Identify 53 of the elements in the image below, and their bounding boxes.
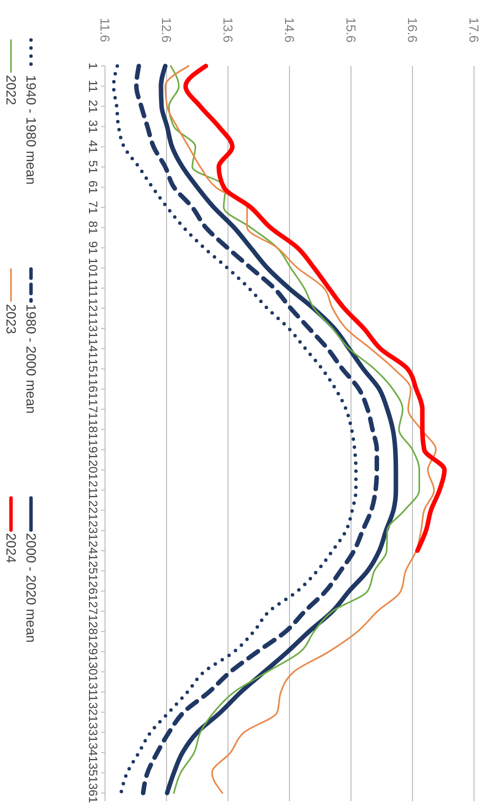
y-tick-label: 221 — [86, 500, 100, 521]
y-tick-label: 11 — [86, 80, 100, 93]
line-series — [183, 64, 447, 553]
y-tick-label: 301 — [86, 662, 100, 682]
y-tick-label: 171 — [86, 399, 100, 420]
y-tick-label: 91 — [86, 241, 100, 255]
y-tick-label: 361 — [86, 782, 100, 804]
legend-label: 2000 - 2020 mean — [23, 533, 38, 643]
x-tick-label: 12.6 — [158, 17, 174, 43]
x-tick-label: 17.6 — [466, 17, 482, 43]
y-tick-label: 291 — [86, 642, 100, 662]
y-tick-label: 131 — [86, 318, 100, 339]
y-tick-label: 41 — [86, 140, 100, 154]
y-tick-label: 271 — [86, 601, 100, 622]
y-tick-label: 261 — [86, 581, 100, 602]
y-tick-label: 321 — [86, 702, 100, 723]
line-series — [112, 64, 358, 795]
y-tick-label: 51 — [86, 160, 100, 174]
y-tick-label: 21 — [86, 100, 100, 114]
y-tick-label: 111 — [86, 279, 100, 298]
y-tick-label: 211 — [86, 480, 100, 500]
y-tick-label: 161 — [86, 379, 100, 400]
y-tick-label: 341 — [86, 742, 100, 763]
legend-label: 1940 - 1980 mean — [23, 75, 38, 185]
y-tick-label: 1 — [86, 62, 100, 70]
x-tick-label: 13.6 — [220, 17, 236, 43]
x-tick-label: 15.6 — [343, 17, 358, 43]
y-tick-label: 141 — [86, 338, 100, 360]
y-tick-label: 351 — [86, 762, 100, 784]
legend-label: 2022 — [3, 75, 18, 106]
x-tick-label: 16.6 — [404, 17, 420, 43]
y-tick-label: 201 — [86, 460, 100, 480]
legend-label: 1980 - 2000 mean — [23, 304, 38, 414]
y-tick-label: 71 — [86, 200, 100, 214]
y-tick-label: 31 — [86, 120, 100, 134]
y-tick-label: 61 — [86, 180, 100, 194]
y-tick-label: 181 — [86, 419, 100, 440]
y-tick-label: 81 — [86, 220, 100, 235]
legend-label: 2024 — [3, 533, 18, 564]
y-tick-label: 231 — [86, 520, 100, 541]
y-tick-label: 151 — [86, 358, 100, 380]
y-tick-label: 101 — [86, 258, 100, 278]
legend-label: 2023 — [3, 304, 18, 334]
x-tick-label: 11.6 — [97, 18, 112, 42]
line-series — [134, 64, 380, 796]
y-tick-label: 281 — [86, 621, 100, 642]
y-tick-label: 331 — [86, 722, 100, 743]
y-tick-label: 191 — [86, 440, 100, 460]
y-tick-label: 251 — [86, 560, 100, 582]
y-tick-label: 241 — [86, 540, 100, 561]
y-tick-label: 311 — [86, 682, 100, 702]
x-tick-label: 14.6 — [282, 17, 297, 43]
y-tick-label: 121 — [86, 298, 100, 319]
